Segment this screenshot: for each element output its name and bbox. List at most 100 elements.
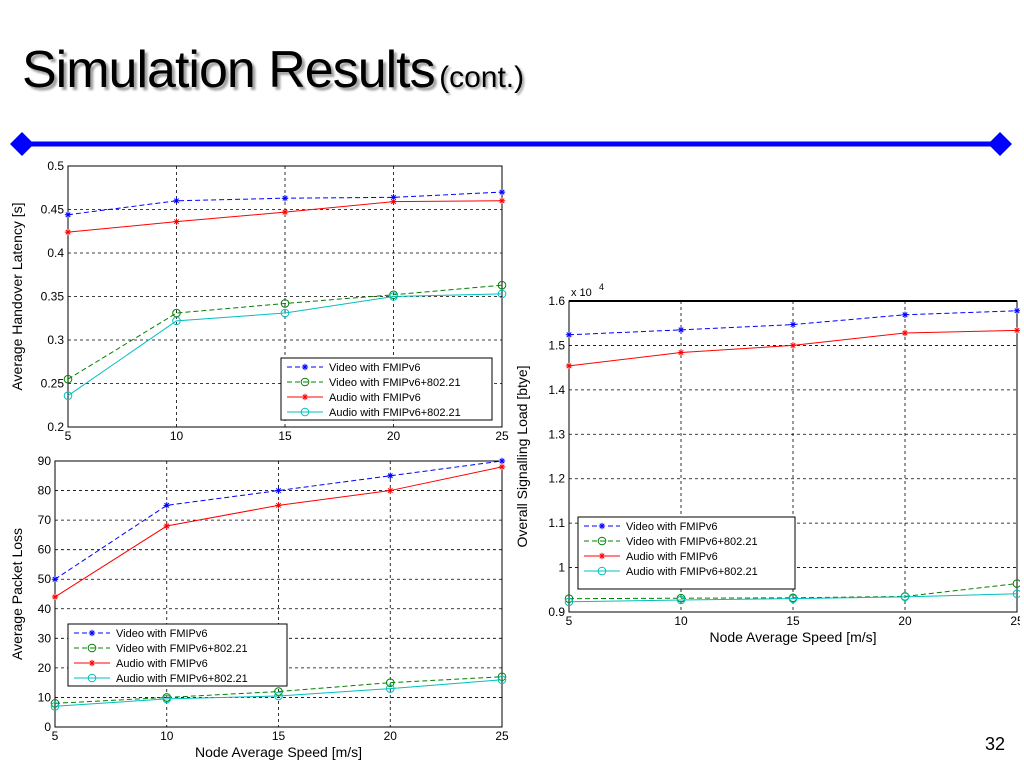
data-point	[497, 675, 507, 685]
data-point	[901, 311, 909, 318]
x-tick-label: 15	[272, 729, 286, 743]
series-line	[67, 293, 503, 397]
data-point	[789, 321, 797, 328]
data-point	[172, 316, 181, 326]
y-tick-label: 50	[38, 572, 52, 586]
y-tick-label: 1	[558, 561, 565, 575]
legend-marker	[87, 673, 97, 683]
y-tick-label: 0.4	[47, 246, 64, 260]
data-point	[390, 194, 397, 201]
x-tick-label: 25	[495, 429, 509, 443]
data-point	[387, 487, 394, 494]
x-tick-label: 15	[278, 429, 292, 443]
x-tick-label: 20	[387, 429, 401, 443]
data-point	[389, 292, 398, 301]
y-tick-label: 1.4	[548, 383, 565, 397]
data-point	[497, 289, 507, 299]
data-point	[900, 592, 910, 602]
y-tick-label: 1.1	[548, 516, 565, 530]
data-point	[564, 597, 574, 607]
y-axis-label: Average Handover Latency [s]	[9, 202, 25, 390]
data-point	[677, 349, 685, 356]
legend-label: Audio with FMIPv6+802.21	[116, 673, 248, 685]
data-point	[498, 457, 506, 465]
legend-marker	[597, 566, 607, 576]
y-tick-label: 0.3	[47, 333, 64, 347]
data-point	[789, 342, 797, 349]
legend-box	[280, 357, 493, 421]
x-tick-label: 20	[898, 614, 912, 628]
legend-marker	[88, 659, 96, 667]
data-point	[275, 502, 282, 509]
legend-label: Audio with FMIPv6	[329, 392, 421, 404]
data-point	[901, 329, 909, 337]
data-point	[281, 208, 289, 216]
legend-marker	[597, 536, 607, 546]
data-point	[390, 198, 397, 205]
signalling-load-chart: 5 10 15 20 25 0.9 1 1.1 1.2 1.3 1.4 1.5 1.6 Node Aver…	[515, 282, 1020, 645]
data-point	[677, 326, 685, 334]
series-line	[54, 679, 503, 707]
data-point	[385, 678, 395, 687]
legend-marker	[598, 552, 606, 560]
legend-marker	[301, 393, 309, 401]
legend-marker	[88, 629, 96, 637]
data-point	[498, 197, 506, 204]
data-point	[163, 502, 170, 509]
legend-label: Video with FMIPv6	[329, 362, 421, 374]
data-point	[51, 593, 59, 601]
data-point	[162, 694, 172, 704]
y-tick-label: 1.3	[548, 427, 565, 441]
legend-label: Video with FMIPv6	[116, 628, 208, 640]
y-tick-label: 1.6	[548, 294, 565, 308]
y-tick-label: 1.5	[548, 338, 565, 352]
x-axis-label: Node Average Speed [m/s]	[195, 744, 362, 760]
y-tick-label: 1.2	[548, 472, 565, 486]
data-point	[280, 308, 290, 318]
legend-label: Video with FMIPv6+802.21	[116, 643, 248, 655]
legend-box	[67, 623, 288, 687]
packet-loss-chart: 5 10 15 20 25 0 10 20 30 40 50 60 70 80 90 Node Average…	[9, 454, 509, 760]
data-point	[565, 362, 573, 370]
y-tick-label: 0.35	[41, 290, 65, 304]
legend-marker	[300, 377, 310, 387]
data-point	[50, 702, 60, 711]
data-point	[498, 463, 506, 471]
data-point	[64, 228, 72, 236]
x-tick-label: 10	[170, 429, 184, 443]
title-divider	[10, 132, 1012, 156]
legend-label: Video with FMIPv6+802.21	[329, 377, 461, 389]
y-tick-label: 0.2	[47, 420, 64, 434]
y-tick-label: 0.9	[548, 605, 565, 619]
title-sub-text: (cont.)	[439, 61, 525, 94]
axis-scale-label: x 10	[571, 287, 592, 299]
legend-marker	[87, 643, 97, 653]
y-axis-label: Overall Signalling Load [btye]	[515, 365, 530, 547]
x-tick-label: 10	[674, 614, 688, 628]
legend-label: Audio with FMIPv6	[116, 658, 208, 670]
data-point	[63, 391, 73, 400]
y-axis-label: Average Packet Loss	[9, 528, 25, 660]
data-point	[64, 211, 72, 218]
data-point	[163, 522, 170, 530]
data-point	[50, 699, 60, 708]
legend-box	[577, 516, 796, 590]
data-point	[63, 374, 73, 384]
data-point	[497, 672, 507, 682]
y-tick-label: 20	[38, 661, 52, 675]
data-point	[51, 576, 59, 583]
data-point	[1012, 589, 1020, 599]
y-tick-label: 40	[38, 602, 52, 616]
data-point	[1013, 307, 1020, 314]
data-point	[565, 331, 573, 338]
legend-marker	[301, 363, 309, 371]
y-tick-label: 10	[38, 690, 52, 704]
handover-latency-chart: 5 10 15 20 25 0.2 0.25 0.3 0.35 0.4 0.45 0.5 Average…	[9, 160, 509, 443]
data-point	[564, 594, 574, 603]
divider-right-diamond	[988, 132, 1012, 156]
axis-scale-exponent: 4	[599, 282, 604, 292]
data-point	[497, 280, 507, 290]
x-tick-label: 5	[65, 429, 72, 443]
legend-label: Video with FMIPv6	[626, 521, 718, 533]
x-tick-label: 25	[1010, 614, 1020, 628]
